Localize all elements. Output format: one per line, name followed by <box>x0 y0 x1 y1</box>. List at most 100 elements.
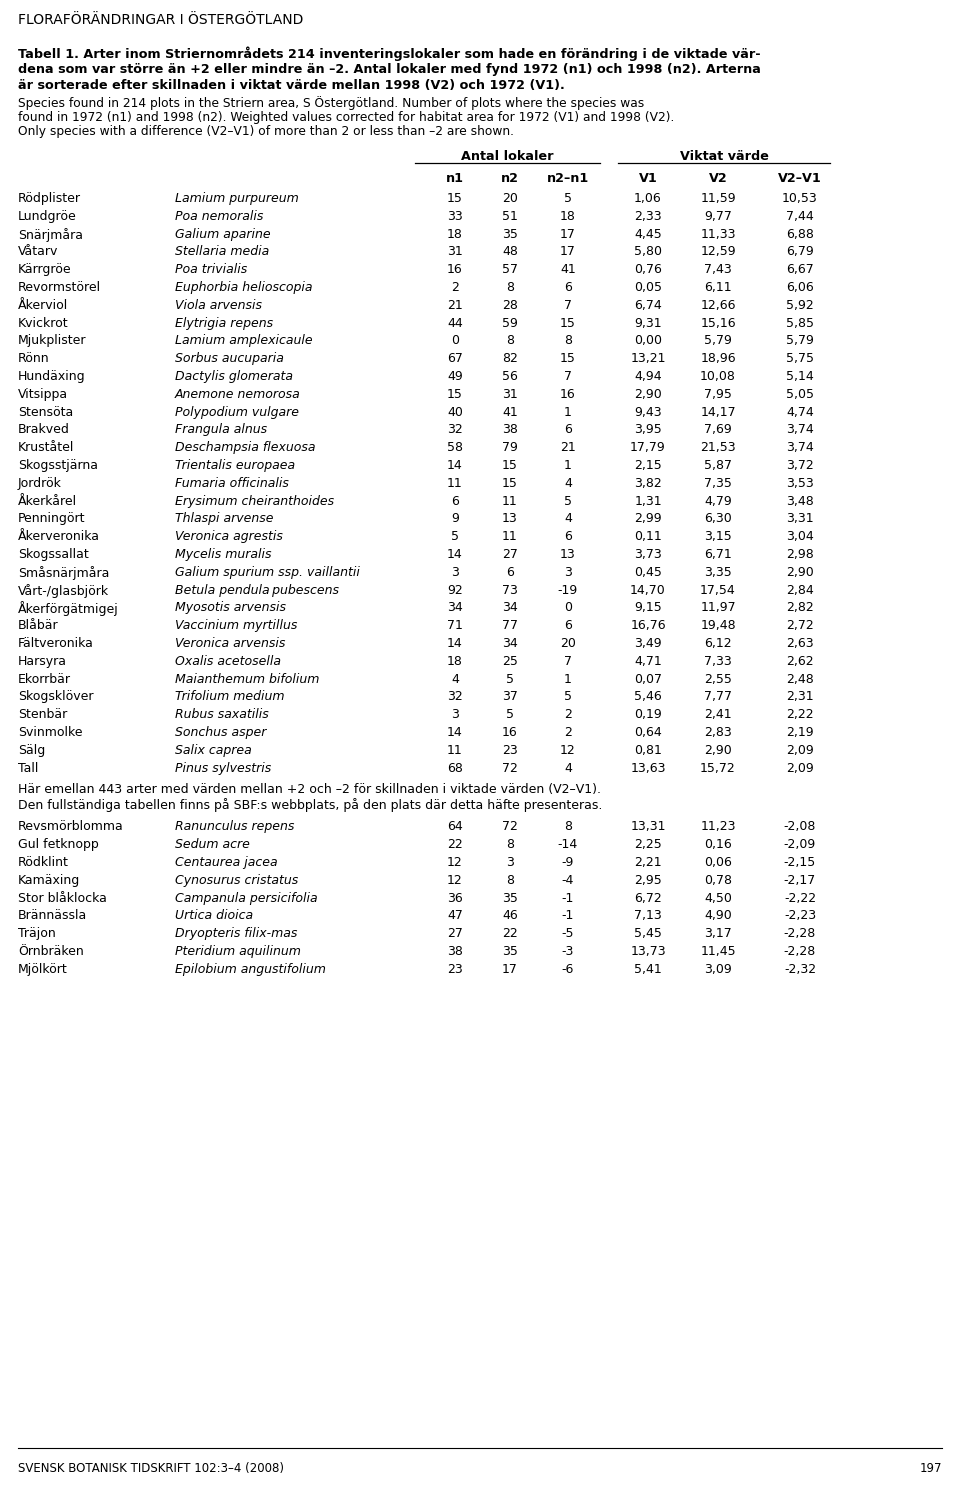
Text: 3: 3 <box>451 565 459 579</box>
Text: 8: 8 <box>564 335 572 347</box>
Text: 7,44: 7,44 <box>786 209 814 223</box>
Text: Mjukplister: Mjukplister <box>18 335 86 347</box>
Text: 0: 0 <box>564 601 572 614</box>
Text: 22: 22 <box>502 927 517 940</box>
Text: 4: 4 <box>564 761 572 774</box>
Text: 48: 48 <box>502 245 518 259</box>
Text: 4,45: 4,45 <box>635 227 661 241</box>
Text: -2,08: -2,08 <box>783 821 816 833</box>
Text: Sonchus asper: Sonchus asper <box>175 727 266 739</box>
Text: 14,17: 14,17 <box>700 405 735 419</box>
Text: Svinmolke: Svinmolke <box>18 727 83 739</box>
Text: Betula pendula pubescens: Betula pendula pubescens <box>175 583 339 597</box>
Text: 6,72: 6,72 <box>635 891 661 904</box>
Text: 11: 11 <box>447 477 463 490</box>
Text: Maianthemum bifolium: Maianthemum bifolium <box>175 673 320 686</box>
Text: Polypodium vulgare: Polypodium vulgare <box>175 405 299 419</box>
Text: V1: V1 <box>638 172 658 185</box>
Text: 6: 6 <box>564 619 572 632</box>
Text: 23: 23 <box>447 963 463 976</box>
Text: Euphorbia helioscopia: Euphorbia helioscopia <box>175 281 313 295</box>
Text: 77: 77 <box>502 619 518 632</box>
Text: 56: 56 <box>502 369 518 383</box>
Text: Stenbär: Stenbär <box>18 709 67 721</box>
Text: 7,69: 7,69 <box>704 423 732 437</box>
Text: 0,00: 0,00 <box>634 335 662 347</box>
Text: Skogsklöver: Skogsklöver <box>18 691 93 704</box>
Text: Rödklint: Rödklint <box>18 857 69 869</box>
Text: 58: 58 <box>447 441 463 454</box>
Text: -6: -6 <box>562 963 574 976</box>
Text: n1: n1 <box>446 172 464 185</box>
Text: Mycelis muralis: Mycelis muralis <box>175 549 272 561</box>
Text: -4: -4 <box>562 873 574 887</box>
Text: Poa nemoralis: Poa nemoralis <box>175 209 263 223</box>
Text: 5: 5 <box>506 673 514 686</box>
Text: 15: 15 <box>502 477 518 490</box>
Text: 11,33: 11,33 <box>700 227 735 241</box>
Text: 11,97: 11,97 <box>700 601 735 614</box>
Text: Dactylis glomerata: Dactylis glomerata <box>175 369 293 383</box>
Text: 8: 8 <box>506 873 514 887</box>
Text: 19,48: 19,48 <box>700 619 735 632</box>
Text: 8: 8 <box>506 281 514 295</box>
Text: 5,85: 5,85 <box>786 317 814 329</box>
Text: 4,90: 4,90 <box>704 909 732 922</box>
Text: 13,31: 13,31 <box>631 821 665 833</box>
Text: 18: 18 <box>560 209 576 223</box>
Text: 21: 21 <box>447 299 463 312</box>
Text: 13,21: 13,21 <box>631 353 665 365</box>
Text: 9,31: 9,31 <box>635 317 661 329</box>
Text: 2,83: 2,83 <box>704 727 732 739</box>
Text: Blåbär: Blåbär <box>18 619 59 632</box>
Text: Rubus saxatilis: Rubus saxatilis <box>175 709 269 721</box>
Text: 92: 92 <box>447 583 463 597</box>
Text: 16: 16 <box>560 387 576 401</box>
Text: Galium spurium ssp. vaillantii: Galium spurium ssp. vaillantii <box>175 565 360 579</box>
Text: dena som var större än +2 eller mindre än –2. Antal lokaler med fynd 1972 (n1) o: dena som var större än +2 eller mindre ä… <box>18 63 761 76</box>
Text: 0,07: 0,07 <box>634 673 662 686</box>
Text: 4,94: 4,94 <box>635 369 661 383</box>
Text: Elytrigia repens: Elytrigia repens <box>175 317 274 329</box>
Text: 2,15: 2,15 <box>635 459 661 472</box>
Text: 4: 4 <box>564 477 572 490</box>
Text: Campanula persicifolia: Campanula persicifolia <box>175 891 318 904</box>
Text: 4: 4 <box>564 513 572 525</box>
Text: 2,33: 2,33 <box>635 209 661 223</box>
Text: 2,25: 2,25 <box>635 839 661 851</box>
Text: 3,95: 3,95 <box>635 423 661 437</box>
Text: Kamäxing: Kamäxing <box>18 873 81 887</box>
Text: 15: 15 <box>447 191 463 205</box>
Text: 13: 13 <box>502 513 517 525</box>
Text: Skogssallat: Skogssallat <box>18 549 88 561</box>
Text: 6,06: 6,06 <box>786 281 814 295</box>
Text: 17: 17 <box>560 245 576 259</box>
Text: 6: 6 <box>564 423 572 437</box>
Text: 0,45: 0,45 <box>634 565 662 579</box>
Text: 23: 23 <box>502 745 517 756</box>
Text: -1: -1 <box>562 891 574 904</box>
Text: 22: 22 <box>447 839 463 851</box>
Text: Träjon: Träjon <box>18 927 56 940</box>
Text: Örnbräken: Örnbräken <box>18 945 84 958</box>
Text: 2,90: 2,90 <box>786 565 814 579</box>
Text: 6: 6 <box>564 281 572 295</box>
Text: 1: 1 <box>564 673 572 686</box>
Text: 68: 68 <box>447 761 463 774</box>
Text: 3,17: 3,17 <box>704 927 732 940</box>
Text: 2,21: 2,21 <box>635 857 661 869</box>
Text: n2: n2 <box>501 172 519 185</box>
Text: Hundäxing: Hundäxing <box>18 369 85 383</box>
Text: 0,05: 0,05 <box>634 281 662 295</box>
Text: 197: 197 <box>920 1462 942 1476</box>
Text: 73: 73 <box>502 583 518 597</box>
Text: n2–n1: n2–n1 <box>547 172 589 185</box>
Text: 2,62: 2,62 <box>786 655 814 668</box>
Text: 20: 20 <box>502 191 518 205</box>
Text: -2,23: -2,23 <box>784 909 816 922</box>
Text: found in 1972 (n1) and 1998 (n2). Weighted values corrected for habitat area for: found in 1972 (n1) and 1998 (n2). Weight… <box>18 111 674 124</box>
Text: 0,81: 0,81 <box>634 745 662 756</box>
Text: Brakved: Brakved <box>18 423 70 437</box>
Text: 5: 5 <box>564 191 572 205</box>
Text: 11,59: 11,59 <box>700 191 735 205</box>
